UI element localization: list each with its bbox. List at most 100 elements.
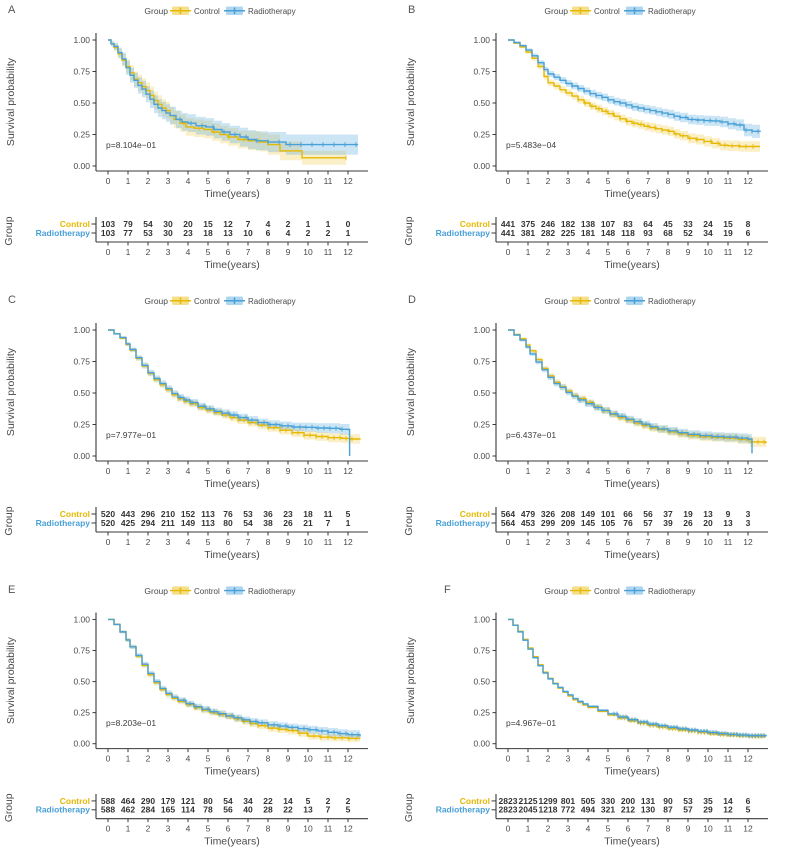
- risk-row-label-radiotherapy: Radiotherapy: [36, 518, 91, 528]
- risk-count: 425: [121, 518, 135, 528]
- risk-count: 28: [263, 805, 273, 815]
- y-tick-label: 0.00: [473, 451, 490, 461]
- risk-count: 19: [683, 509, 693, 519]
- x-tick-label: 4: [186, 754, 191, 764]
- risk-count: 87: [663, 805, 673, 815]
- risk-table-title: Group: [403, 506, 415, 535]
- y-tick-label: 1.00: [73, 614, 90, 624]
- legend-label-radiotherapy: Radiotherapy: [648, 7, 696, 16]
- figure-cell-E: E Group Control Radiotherapy Survival probab…: [0, 580, 400, 866]
- risk-count: 26: [283, 518, 293, 528]
- risk-count: 1: [326, 219, 331, 229]
- x-tick-label: 7: [646, 466, 651, 476]
- risk-x-tick-label: 5: [606, 247, 611, 257]
- risk-x-tick-label: 6: [626, 824, 631, 834]
- km-curve-radiotherapy: [108, 618, 361, 737]
- x-tick-label: 0: [506, 466, 511, 476]
- risk-count: 77: [123, 228, 133, 238]
- risk-x-tick-label: 9: [686, 537, 691, 547]
- risk-count: 26: [683, 518, 693, 528]
- risk-count: 5: [306, 796, 311, 806]
- risk-x-tick-label: 12: [743, 824, 753, 834]
- x-tick-label: 1: [526, 176, 531, 186]
- y-axis-title: Survival probability: [405, 347, 417, 436]
- x-tick-label: 5: [206, 466, 211, 476]
- risk-count: 2045: [519, 805, 538, 815]
- risk-count: 2823: [499, 805, 518, 815]
- y-tick-label: 1.00: [73, 35, 90, 45]
- risk-x-tick-label: 8: [666, 247, 671, 257]
- risk-count: 138: [581, 219, 595, 229]
- risk-count: 22: [263, 796, 273, 806]
- x-tick-label: 4: [186, 466, 191, 476]
- x-tick-label: 5: [206, 176, 211, 186]
- x-tick-label: 4: [586, 754, 591, 764]
- y-tick-label: 0.25: [473, 130, 490, 140]
- risk-x-tick-label: 8: [266, 824, 271, 834]
- risk-count: 6: [746, 796, 751, 806]
- risk-count: 79: [123, 219, 133, 229]
- km-curve-control: [108, 329, 361, 440]
- y-tick-label: 0.25: [473, 708, 490, 718]
- risk-row-label-control: Control: [460, 509, 490, 519]
- x-tick-label: 0: [106, 466, 111, 476]
- risk-count: 36: [263, 509, 273, 519]
- censor-marks-radiotherapy: [579, 397, 749, 442]
- km-curve-radiotherapy: [108, 329, 351, 456]
- x-tick-label: 6: [626, 176, 631, 186]
- risk-row-label-control: Control: [460, 796, 490, 806]
- risk-row-label-radiotherapy: Radiotherapy: [36, 805, 91, 815]
- panel-letter: C: [8, 294, 16, 306]
- y-tick-label: 0.00: [473, 161, 490, 171]
- risk-count: 105: [601, 518, 615, 528]
- x-tick-label: 11: [724, 466, 733, 476]
- risk-count: 23: [183, 228, 193, 238]
- risk-x-tick-label: 6: [626, 537, 631, 547]
- risk-count: 101: [601, 509, 615, 519]
- x-tick-label: 6: [226, 754, 231, 764]
- risk-count: 76: [223, 509, 233, 519]
- p-value-label: p=7.977e−01: [106, 430, 156, 440]
- risk-count: 40: [243, 805, 253, 815]
- legend: Group Control Radiotherapy: [544, 586, 695, 596]
- risk-count: 209: [561, 518, 575, 528]
- risk-count: 56: [223, 805, 233, 815]
- risk-x-tick-label: 6: [226, 537, 231, 547]
- risk-x-tick-label: 9: [686, 247, 691, 257]
- y-tick-label: 0.75: [73, 646, 90, 656]
- y-tick-label: 0.50: [473, 98, 490, 108]
- risk-count: 148: [601, 228, 615, 238]
- x-tick-label: 10: [703, 466, 713, 476]
- x-tick-label: 9: [686, 466, 691, 476]
- risk-count: 35: [703, 796, 713, 806]
- legend: Group Control Radiotherapy: [144, 586, 295, 596]
- risk-count: 2125: [519, 796, 538, 806]
- risk-x-tick-label: 11: [724, 824, 733, 834]
- risk-count: 330: [601, 796, 615, 806]
- y-axis-title: Survival probability: [6, 636, 17, 724]
- x-tick-label: 5: [606, 176, 611, 186]
- x-tick-label: 12: [743, 466, 753, 476]
- confidence-band-radiotherapy: [508, 330, 752, 454]
- risk-count: 282: [541, 228, 555, 238]
- risk-count: 381: [521, 228, 535, 238]
- risk-count: 564: [501, 518, 515, 528]
- risk-count: 68: [663, 228, 673, 238]
- risk-count: 78: [203, 805, 213, 815]
- risk-count: 375: [521, 219, 535, 229]
- censor-marks-radiotherapy: [179, 395, 343, 432]
- risk-count: 1: [306, 219, 311, 229]
- risk-x-tick-label: 5: [206, 247, 211, 257]
- x-tick-label: 11: [324, 754, 333, 764]
- risk-count: 494: [581, 805, 595, 815]
- x-tick-label: 9: [286, 176, 291, 186]
- risk-table-title: Group: [4, 793, 15, 822]
- risk-count: 29: [703, 805, 713, 815]
- x-tick-label: 2: [146, 466, 151, 476]
- risk-count: 149: [181, 518, 195, 528]
- risk-count: 113: [201, 509, 215, 519]
- risk-count: 7: [246, 219, 251, 229]
- risk-row-label-radiotherapy: Radiotherapy: [436, 805, 491, 815]
- risk-count: 290: [141, 796, 155, 806]
- y-tick-label: 0.50: [73, 98, 90, 108]
